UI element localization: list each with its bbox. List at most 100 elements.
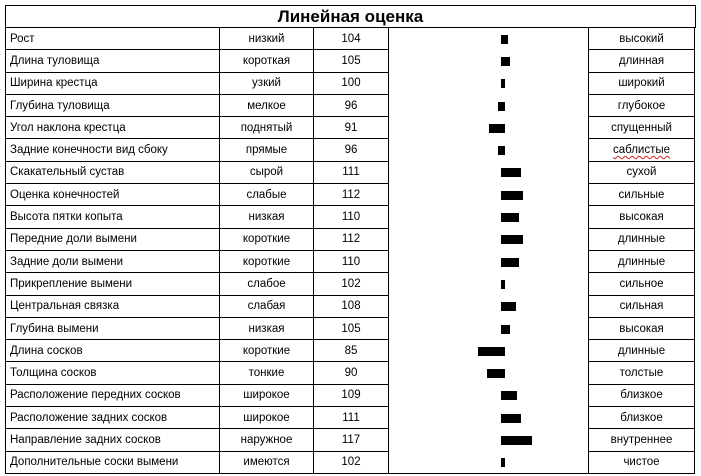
score-value-cell: 91 [313,116,389,140]
table-row: Длина сосков короткие 85 длинные [5,339,695,363]
trait-name-cell: Глубина туловища [5,93,220,118]
low-descriptor-cell: тонкие [219,361,314,385]
low-descriptor-cell: короткие [219,249,314,274]
chart-title: Линейная оценка [5,5,696,28]
deviation-bar [501,257,520,267]
score-value-cell: 102 [313,272,389,296]
deviation-bar [501,435,532,445]
bar-cell [388,272,589,296]
low-descriptor-cell: слабые [219,183,314,207]
table-row: Рост низкий 104 высокий [5,26,695,51]
deviation-bar [501,458,505,468]
table-row: Дополнительные соски вымени имеются 102 чис… [5,450,695,474]
bar-cell [388,451,589,474]
score-value-cell: 110 [313,205,389,229]
high-descriptor-cell: высокая [588,316,695,341]
high-descriptor-text: чистое [623,456,660,469]
trait-name-cell: Дополнительные соски вымени [5,450,220,474]
trait-name-cell: Расположение задних сосков [5,406,220,430]
bar-cell [388,183,589,206]
high-descriptor-text: близкое [620,389,663,402]
trait-name-cell: Прикрепление вымени [5,272,220,296]
high-descriptor-cell: глубокое [588,93,695,118]
bar-cell [388,295,589,318]
score-value-cell: 90 [313,361,389,385]
deviation-bar [501,391,518,401]
deviation-bar [497,146,505,156]
bar-cell [388,94,589,117]
score-value-cell: 105 [313,49,389,73]
high-descriptor-text: внутреннее [610,433,673,446]
high-descriptor-text: длинные [617,233,666,246]
high-descriptor-cell: высокая [588,205,695,229]
low-descriptor-cell: узкий [219,71,314,95]
low-descriptor-cell: широкое [219,383,314,408]
low-descriptor-cell: наружное [219,428,314,452]
trait-name-cell: Угол наклона крестца [5,116,220,140]
table-row: Толщина сосков тонкие 90 толстые [5,361,695,385]
low-descriptor-cell: короткие [219,339,314,363]
table-row: Скакательный сустав сырой 111 сухой [5,160,695,185]
deviation-bar [501,302,516,312]
trait-name-cell: Длина сосков [5,339,220,363]
high-descriptor-cell: широкий [588,71,695,95]
high-descriptor-cell: длинная [588,49,695,73]
score-value-cell: 96 [313,93,389,118]
table-row: Высота пятки копыта низкая 110 высокая [5,205,695,229]
high-descriptor-text: сухой [626,166,657,179]
table-row: Направление задних сосков наружное 117 внут… [5,428,695,452]
score-value-cell: 111 [313,406,389,430]
bar-cell [388,205,589,229]
deviation-bar [501,235,523,245]
bar-cell [388,72,589,95]
high-descriptor-text: высокая [619,322,664,335]
high-descriptor-cell: близкое [588,383,695,408]
table-row: Оценка конечностей слабые 112 сильные [5,183,695,207]
high-descriptor-cell: чистое [588,450,695,474]
deviation-bar [501,190,523,200]
bar-cell [388,428,589,452]
trait-name-cell: Центральная связка [5,294,220,318]
deviation-bar [486,369,505,379]
bar-cell [388,116,589,139]
bar-cell [388,250,589,273]
deviation-bar [501,79,505,89]
high-descriptor-text: высокая [619,211,664,224]
table-row: Глубина вымени низкая 105 высокая [5,316,695,341]
table-row: Угол наклона крестца поднятый 91 спущенный [5,116,695,140]
high-descriptor-cell: длинные [588,339,695,363]
score-value-cell: 102 [313,450,389,474]
low-descriptor-cell: поднятый [219,116,314,140]
bar-cell [388,339,589,362]
deviation-bar [501,34,509,44]
low-descriptor-cell: слабая [219,294,314,318]
trait-name-cell: Расположение передних сосков [5,383,220,408]
table-row: Задние конечности вид сбоку прямые 96 сабли… [5,138,695,162]
trait-name-cell: Оценка конечностей [5,183,220,207]
deviation-bar [497,101,505,111]
score-value-cell: 112 [313,183,389,207]
deviation-bar [501,168,522,178]
low-descriptor-cell: короткая [219,49,314,73]
table-row: Передние доли вымени короткие 112 длинные [5,227,695,251]
trait-name-cell: Длина туловища [5,49,220,73]
bar-cell [388,138,589,162]
trait-name-cell: Направление задних сосков [5,428,220,452]
score-value-cell: 110 [313,249,389,274]
high-descriptor-cell: сильное [588,272,695,296]
trait-name-cell: Задние доли вымени [5,249,220,274]
deviation-bar [488,123,505,133]
table-row: Расположение задних сосков широкое 111 близ… [5,406,695,430]
low-descriptor-cell: прямые [219,138,314,162]
high-descriptor-cell: толстые [588,361,695,385]
score-value-cell: 96 [313,138,389,162]
trait-name-cell: Ширина крестца [5,71,220,95]
score-value-cell: 105 [313,316,389,341]
bar-cell [388,161,589,184]
low-descriptor-cell: короткие [219,227,314,251]
assessment-table-body: Рост низкий 104 высокий Длина туловища коротк… [5,26,695,474]
low-descriptor-cell: мелкое [219,93,314,118]
table-row: Задние доли вымени короткие 110 длинные [5,249,695,274]
score-value-cell: 104 [313,26,389,51]
